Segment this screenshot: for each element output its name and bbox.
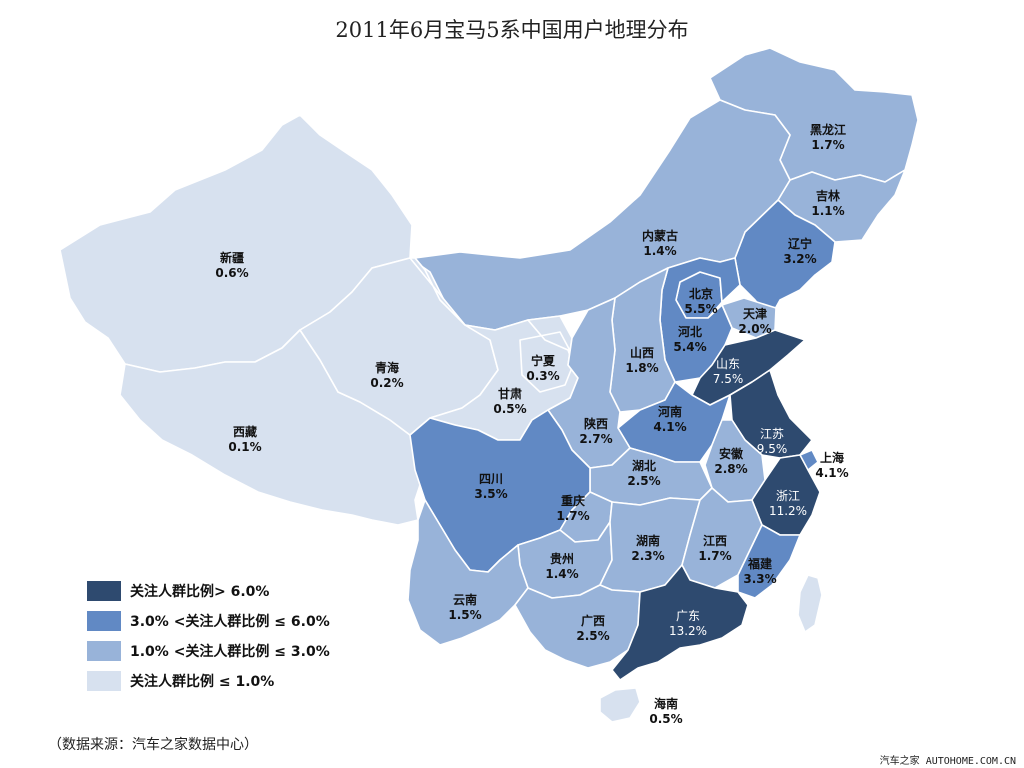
province-value-sichuan: 3.5%	[474, 487, 507, 501]
province-name-beijing: 北京	[689, 286, 713, 301]
legend-swatch	[86, 580, 122, 602]
province-value-anhui: 2.8%	[714, 462, 747, 476]
province-name-henan: 河南	[657, 404, 682, 419]
province-name-ningxia: 宁夏	[531, 353, 556, 368]
province-value-xinjiang: 0.6%	[215, 266, 248, 280]
province-value-ningxia: 0.3%	[526, 369, 559, 383]
province-name-jiangsu: 江苏	[760, 427, 784, 441]
legend-item-tier2: 3.0% <关注人群比例 ≤ 6.0%	[86, 609, 330, 633]
province-value-hunan: 2.3%	[631, 549, 664, 563]
province-value-jiangxi: 1.7%	[698, 549, 731, 563]
province-name-hubei: 湖北	[632, 458, 656, 473]
province-value-hubei: 2.5%	[627, 474, 660, 488]
map-legend: 关注人群比例> 6.0% 3.0% <关注人群比例 ≤ 6.0% 1.0% <关…	[86, 579, 330, 699]
province-name-guangdong: 广东	[676, 609, 700, 623]
province-name-liaoning: 辽宁	[788, 236, 812, 251]
province-name-jilin: 吉林	[816, 188, 840, 203]
province-name-xinjiang: 新疆	[220, 250, 244, 265]
province-value-hainan: 0.5%	[649, 712, 682, 726]
legend-label: 关注人群比例 ≤ 1.0%	[130, 674, 275, 690]
province-name-tianjin: 天津	[743, 306, 767, 321]
legend-swatch	[86, 640, 122, 662]
legend-label: 关注人群比例> 6.0%	[130, 584, 270, 600]
province-value-yunnan: 1.5%	[448, 608, 481, 622]
province-value-shandong: 7.5%	[713, 372, 744, 386]
province-value-guizhou: 1.4%	[545, 567, 578, 581]
province-name-shanghai: 上海	[820, 450, 844, 465]
data-source-note: （数据来源：汽车之家数据中心）	[48, 737, 258, 753]
province-value-jilin: 1.1%	[811, 204, 844, 218]
province-guangxi	[514, 584, 641, 669]
province-neimenggu	[414, 99, 791, 331]
province-value-shaanxi: 2.7%	[579, 432, 612, 446]
province-name-neimenggu: 内蒙古	[642, 228, 678, 243]
province-yunnan	[407, 499, 529, 646]
province-name-anhui: 安徽	[719, 446, 744, 461]
legend-label: 3.0% <关注人群比例 ≤ 6.0%	[130, 614, 330, 630]
province-value-fujian: 3.3%	[743, 572, 776, 586]
province-name-chongqing: 重庆	[561, 493, 585, 508]
province-name-shanxi: 山西	[630, 345, 654, 360]
legend-item-tier3: 1.0% <关注人群比例 ≤ 3.0%	[86, 639, 330, 663]
province-value-tianjin: 2.0%	[738, 322, 771, 336]
province-name-hebei: 河北	[677, 324, 702, 339]
province-name-zhejiang: 浙江	[776, 489, 800, 503]
province-value-shanghai: 4.1%	[815, 466, 848, 480]
province-name-shandong: 山东	[716, 357, 740, 371]
province-fujian	[737, 524, 801, 599]
province-value-hebei: 5.4%	[673, 340, 706, 354]
province-name-hunan: 湖南	[636, 533, 660, 548]
province-shapes	[59, 47, 919, 723]
province-value-shanxi: 1.8%	[625, 361, 658, 375]
province-name-fujian: 福建	[747, 556, 773, 571]
province-taiwan	[797, 574, 823, 633]
legend-item-tier1: 关注人群比例> 6.0%	[86, 579, 330, 603]
province-hainan	[599, 687, 641, 723]
province-labels: 黑龙江1.7%吉林1.1%辽宁3.2%内蒙古1.4%新疆0.6%西藏0.1%青海…	[215, 122, 848, 726]
province-name-gansu: 甘肃	[498, 386, 522, 401]
province-value-gansu: 0.5%	[493, 402, 526, 416]
province-liaoning	[734, 199, 836, 319]
province-name-yunnan: 云南	[453, 592, 477, 607]
province-value-liaoning: 3.2%	[783, 252, 816, 266]
watermark: 汽车之家 AUTOHOME.COM.CN	[879, 756, 1016, 767]
map-title: 2011年6月宝马5系中国用户地理分布	[335, 18, 689, 42]
legend-item-tier4: 关注人群比例 ≤ 1.0%	[86, 669, 330, 693]
province-guangdong	[611, 564, 749, 681]
province-value-zhejiang: 11.2%	[769, 504, 807, 518]
province-value-chongqing: 1.7%	[556, 509, 589, 523]
province-value-heilongjiang: 1.7%	[811, 138, 844, 152]
province-value-henan: 4.1%	[653, 420, 686, 434]
legend-label: 1.0% <关注人群比例 ≤ 3.0%	[130, 644, 330, 660]
legend-swatch	[86, 610, 122, 632]
province-value-qinghai: 0.2%	[370, 376, 403, 390]
province-value-neimenggu: 1.4%	[643, 244, 676, 258]
province-value-beijing: 5.5%	[684, 302, 717, 316]
province-name-jiangxi: 江西	[703, 533, 727, 548]
province-name-guizhou: 贵州	[550, 551, 574, 566]
province-name-xizang: 西藏	[233, 424, 257, 439]
province-name-guangxi: 广西	[581, 613, 605, 628]
province-name-hainan: 海南	[654, 696, 678, 711]
province-name-qinghai: 青海	[375, 360, 399, 375]
province-name-shaanxi: 陕西	[584, 416, 608, 431]
province-name-sichuan: 四川	[479, 472, 503, 486]
province-name-heilongjiang: 黑龙江	[810, 122, 846, 137]
province-value-jiangsu: 9.5%	[757, 442, 788, 456]
province-xizang	[119, 329, 426, 526]
province-value-xizang: 0.1%	[228, 440, 261, 454]
province-value-guangdong: 13.2%	[669, 624, 707, 638]
legend-swatch	[86, 670, 122, 692]
province-value-guangxi: 2.5%	[576, 629, 609, 643]
